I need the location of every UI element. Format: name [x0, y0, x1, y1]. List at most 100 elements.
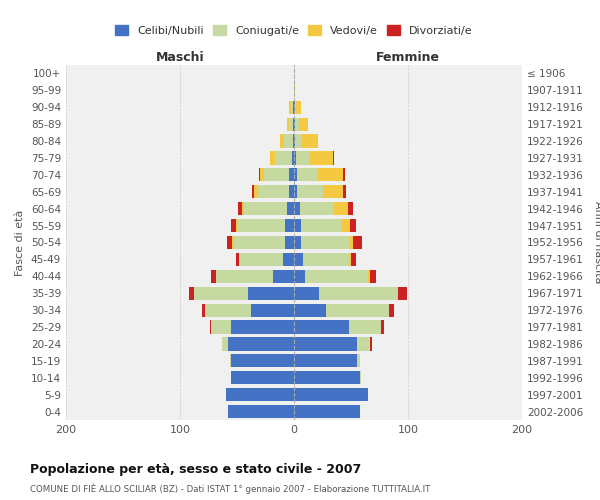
Bar [349, 253, 351, 266]
Bar [294, 100, 295, 114]
Bar [238, 202, 242, 215]
Bar [303, 253, 349, 266]
Bar [289, 185, 294, 198]
Bar [280, 134, 284, 147]
Bar [353, 236, 362, 249]
Bar [294, 253, 303, 266]
Bar [228, 405, 294, 418]
Text: Maschi: Maschi [155, 51, 205, 64]
Bar [211, 270, 217, 283]
Bar [370, 338, 371, 350]
Bar [236, 219, 237, 232]
Bar [347, 202, 353, 215]
Bar [294, 118, 295, 131]
Bar [294, 371, 360, 384]
Bar [294, 270, 305, 283]
Bar [233, 236, 285, 249]
Bar [310, 152, 333, 164]
Bar [194, 286, 248, 300]
Bar [274, 270, 294, 283]
Bar [293, 134, 294, 147]
Bar [248, 286, 294, 300]
Bar [294, 152, 296, 164]
Bar [389, 304, 394, 316]
Bar [334, 202, 347, 215]
Bar [349, 236, 353, 249]
Bar [350, 219, 356, 232]
Bar [294, 84, 295, 97]
Bar [242, 202, 244, 215]
Bar [319, 286, 397, 300]
Bar [227, 236, 232, 249]
Bar [251, 304, 294, 316]
Bar [239, 253, 283, 266]
Bar [333, 152, 334, 164]
Bar [323, 185, 343, 198]
Bar [298, 185, 323, 198]
Bar [232, 320, 294, 334]
Bar [318, 168, 343, 181]
Bar [295, 100, 296, 114]
Bar [294, 286, 319, 300]
Bar [301, 134, 318, 147]
Bar [275, 152, 292, 164]
Bar [305, 270, 368, 283]
Bar [294, 320, 349, 334]
Bar [298, 168, 318, 181]
Bar [209, 320, 211, 334]
Y-axis label: Fasce di età: Fasce di età [16, 210, 25, 276]
Bar [284, 134, 293, 147]
Bar [351, 253, 356, 266]
Legend: Celibi/Nubili, Coniugati/e, Vedovi/e, Divorziati/e: Celibi/Nubili, Coniugati/e, Vedovi/e, Di… [111, 21, 477, 40]
Bar [370, 270, 376, 283]
Bar [356, 338, 370, 350]
Bar [296, 152, 310, 164]
Bar [301, 236, 349, 249]
Bar [294, 185, 298, 198]
Bar [226, 388, 294, 401]
Bar [289, 100, 290, 114]
Bar [287, 202, 294, 215]
Bar [285, 219, 294, 232]
Bar [285, 236, 294, 249]
Bar [294, 202, 300, 215]
Text: COMUNE DI FIÈ ALLO SCILIAR (BZ) - Dati ISTAT 1° gennaio 2007 - Elaborazione TUTT: COMUNE DI FIÈ ALLO SCILIAR (BZ) - Dati I… [30, 484, 430, 494]
Bar [294, 354, 356, 368]
Bar [360, 371, 361, 384]
Bar [289, 168, 294, 181]
Bar [290, 100, 293, 114]
Bar [294, 236, 301, 249]
Bar [283, 253, 294, 266]
Bar [260, 168, 265, 181]
Bar [244, 202, 287, 215]
Bar [368, 270, 370, 283]
Bar [259, 168, 260, 181]
Bar [294, 304, 326, 316]
Bar [380, 320, 384, 334]
Bar [205, 304, 251, 316]
Bar [265, 168, 289, 181]
Bar [254, 185, 257, 198]
Bar [236, 253, 239, 266]
Bar [397, 286, 398, 300]
Bar [294, 219, 301, 232]
Bar [289, 118, 293, 131]
Bar [294, 405, 360, 418]
Bar [228, 338, 294, 350]
Bar [270, 152, 275, 164]
Bar [295, 134, 301, 147]
Bar [222, 338, 228, 350]
Bar [326, 304, 389, 316]
Bar [232, 219, 236, 232]
Bar [341, 219, 350, 232]
Bar [232, 236, 233, 249]
Bar [257, 185, 289, 198]
Bar [287, 118, 289, 131]
Bar [293, 118, 294, 131]
Bar [296, 100, 301, 114]
Bar [300, 202, 334, 215]
Bar [189, 286, 194, 300]
Bar [293, 100, 294, 114]
Bar [349, 320, 380, 334]
Bar [211, 320, 232, 334]
